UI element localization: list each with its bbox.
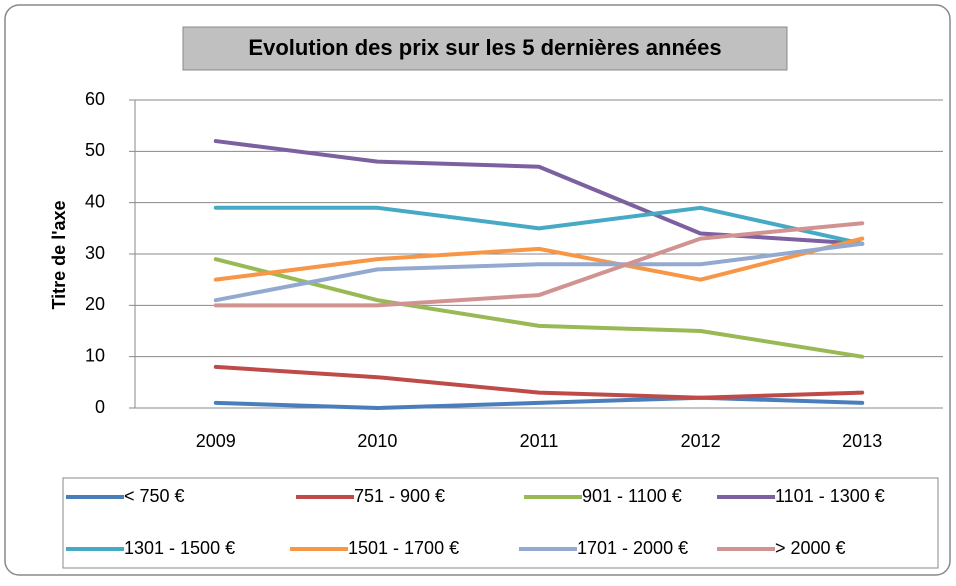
x-tick-label: 2010 [357, 431, 397, 451]
title-box [182, 26, 788, 71]
legend-label: 1501 - 1700 € [348, 538, 459, 558]
legend-box [62, 477, 939, 569]
y-tick-label: 50 [85, 140, 105, 160]
y-tick-label: 40 [85, 191, 105, 211]
series-line [213, 395, 865, 410]
y-tick-label: 60 [85, 89, 105, 109]
x-tick-label: 2013 [842, 431, 882, 451]
x-tick-label: 2012 [681, 431, 721, 451]
y-tick-label: 20 [85, 294, 105, 314]
series-line [213, 236, 865, 282]
series-line [213, 257, 865, 359]
series-line [213, 205, 865, 246]
y-tick-label: 0 [95, 397, 105, 417]
x-tick-label: 2009 [196, 431, 236, 451]
chart-title: Evolution des prix sur les 5 dernières a… [248, 35, 721, 60]
series-line [213, 364, 865, 400]
y-tick-label: 10 [85, 345, 105, 365]
legend-label: 901 - 1100 € [582, 486, 682, 506]
y-tick-label: 30 [85, 243, 105, 263]
legend-label: 1101 - 1300 € [775, 486, 885, 506]
legend-label: 1701 - 2000 € [577, 538, 688, 558]
legend-label: 751 - 900 € [354, 486, 445, 506]
legend-label: > 2000 € [775, 538, 846, 558]
chart-border [4, 4, 951, 576]
series-line [213, 221, 865, 308]
legend-label: 1301 - 1500 € [124, 538, 235, 558]
series-line [213, 139, 865, 246]
series-line [213, 241, 865, 303]
x-tick-label: 2011 [520, 431, 559, 451]
legend-label: < 750 € [124, 486, 185, 506]
y-axis-label: Titre de l'axe [49, 200, 69, 309]
